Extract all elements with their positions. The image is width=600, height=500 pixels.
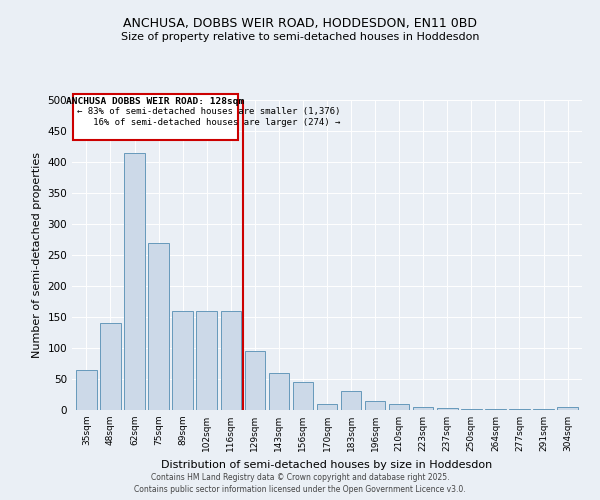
Bar [100,323,121,410]
Bar [557,407,578,410]
Bar [533,409,554,410]
Bar [437,408,458,410]
Text: Contains HM Land Registry data © Crown copyright and database right 2025.: Contains HM Land Registry data © Crown c… [151,473,449,482]
Bar [293,382,313,410]
Text: ANCHUSA DOBBS WEIR ROAD: 128sqm: ANCHUSA DOBBS WEIR ROAD: 128sqm [67,98,245,106]
Bar [485,409,506,410]
Bar [461,409,482,410]
Bar [389,404,409,410]
Bar [76,370,97,410]
Text: ANCHUSA, DOBBS WEIR ROAD, HODDESDON, EN11 0BD: ANCHUSA, DOBBS WEIR ROAD, HODDESDON, EN1… [123,18,477,30]
Bar [317,404,337,410]
Bar [365,400,385,410]
Bar [172,311,193,410]
Bar [221,311,241,410]
Bar [341,392,361,410]
Text: Contains public sector information licensed under the Open Government Licence v3: Contains public sector information licen… [134,484,466,494]
Text: Size of property relative to semi-detached houses in Hoddesdon: Size of property relative to semi-detach… [121,32,479,42]
Bar [413,407,433,410]
Bar [196,311,217,410]
Bar [269,373,289,410]
Bar [509,409,530,410]
Bar [73,94,238,140]
Text: 16% of semi-detached houses are larger (274) →: 16% of semi-detached houses are larger (… [77,118,340,127]
X-axis label: Distribution of semi-detached houses by size in Hoddesdon: Distribution of semi-detached houses by … [161,460,493,469]
Bar [124,152,145,410]
Text: ← 83% of semi-detached houses are smaller (1,376): ← 83% of semi-detached houses are smalle… [77,108,340,116]
Bar [245,351,265,410]
Bar [148,242,169,410]
Y-axis label: Number of semi-detached properties: Number of semi-detached properties [32,152,42,358]
